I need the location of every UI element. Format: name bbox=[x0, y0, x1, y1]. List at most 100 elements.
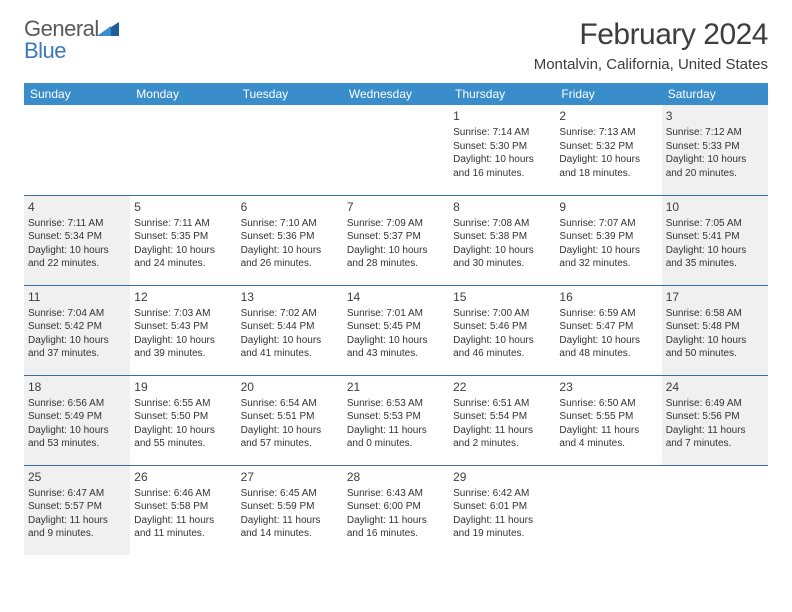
day-number: 29 bbox=[453, 469, 551, 485]
calendar-day-cell: 12Sunrise: 7:03 AM Sunset: 5:43 PM Dayli… bbox=[130, 285, 236, 375]
calendar-day-cell bbox=[555, 465, 661, 555]
day-number: 7 bbox=[347, 199, 445, 215]
calendar-week-row: 4 Sunrise: 7:11 AM Sunset: 5:34 PM Daylig… bbox=[24, 195, 768, 285]
calendar-day-cell: 22 Sunrise: 6:51 AM Sunset: 5:54 PM Dayli… bbox=[449, 375, 555, 465]
day-number: 1 bbox=[453, 108, 551, 124]
day-detail-text: Sunrise: 7:07 AM Sunset: 5:39 PM Dayligh… bbox=[559, 217, 657, 271]
day-number: 27 bbox=[241, 469, 339, 485]
day-detail-text: Sunrise: 7:14 AM Sunset: 5:30 PM Dayligh… bbox=[453, 126, 551, 180]
day-detail-text: Sunrise: 7:08 AM Sunset: 5:38 PM Dayligh… bbox=[453, 217, 551, 271]
day-detail-text: Sunrise: 7:01 AM Sunset: 5:45 PM Dayligh… bbox=[347, 307, 445, 361]
location-text: Montalvin, California, United States bbox=[534, 56, 768, 73]
calendar-day-cell bbox=[24, 105, 130, 195]
day-number: 17 bbox=[666, 289, 764, 305]
day-number: 22 bbox=[453, 379, 551, 395]
day-detail-text: Sunrise: 6:49 AM Sunset: 5:56 PM Dayligh… bbox=[666, 397, 764, 451]
day-detail-text: Sunrise: 6:50 AM Sunset: 5:55 PM Dayligh… bbox=[559, 397, 657, 451]
calendar-day-cell: 29 Sunrise: 6:42 AM Sunset: 6:01 PM Dayli… bbox=[449, 465, 555, 555]
day-number: 28 bbox=[347, 469, 445, 485]
day-number: 11 bbox=[28, 289, 126, 305]
calendar-day-cell: 20 Sunrise: 6:54 AM Sunset: 5:51 PM Dayli… bbox=[237, 375, 343, 465]
day-detail-text: Sunrise: 6:53 AM Sunset: 5:53 PM Dayligh… bbox=[347, 397, 445, 451]
day-detail-text: Sunrise: 6:47 AM Sunset: 5:57 PM Dayligh… bbox=[28, 487, 126, 541]
calendar-day-cell: 6 Sunrise: 7:10 AM Sunset: 5:36 PM Daylig… bbox=[237, 195, 343, 285]
weekday-header: Friday bbox=[555, 83, 661, 105]
day-number: 12 bbox=[134, 289, 232, 305]
calendar-week-row: 1 Sunrise: 7:14 AM Sunset: 5:30 PM Daylig… bbox=[24, 105, 768, 195]
day-detail-text: Sunrise: 6:55 AM Sunset: 5:50 PM Dayligh… bbox=[134, 397, 232, 451]
day-detail-text: Sunrise: 7:09 AM Sunset: 5:37 PM Dayligh… bbox=[347, 217, 445, 271]
brand-logo: General Blue bbox=[24, 18, 119, 62]
calendar-day-cell bbox=[662, 465, 768, 555]
day-number: 8 bbox=[453, 199, 551, 215]
day-number: 24 bbox=[666, 379, 764, 395]
brand-triangle-icon bbox=[97, 23, 119, 40]
calendar-day-cell: 26 Sunrise: 6:46 AM Sunset: 5:58 PM Dayli… bbox=[130, 465, 236, 555]
calendar-day-cell: 10 Sunrise: 7:05 AM Sunset: 5:41 PM Dayli… bbox=[662, 195, 768, 285]
calendar-day-cell: 5 Sunrise: 7:11 AM Sunset: 5:35 PM Daylig… bbox=[130, 195, 236, 285]
page-header: General Blue February 2024 Montalvin, Ca… bbox=[24, 18, 768, 73]
calendar-day-cell: 13Sunrise: 7:02 AM Sunset: 5:44 PM Dayli… bbox=[237, 285, 343, 375]
calendar-day-cell: 11 Sunrise: 7:04 AM Sunset: 5:42 PM Dayli… bbox=[24, 285, 130, 375]
day-number: 6 bbox=[241, 199, 339, 215]
calendar-day-cell: 23 Sunrise: 6:50 AM Sunset: 5:55 PM Dayli… bbox=[555, 375, 661, 465]
weekday-header: Saturday bbox=[662, 83, 768, 105]
day-detail-text: Sunrise: 7:11 AM Sunset: 5:34 PM Dayligh… bbox=[28, 217, 126, 271]
weekday-header: Sunday bbox=[24, 83, 130, 105]
day-detail-text: Sunrise: 6:51 AM Sunset: 5:54 PM Dayligh… bbox=[453, 397, 551, 451]
day-number: 20 bbox=[241, 379, 339, 395]
day-detail-text: Sunrise: 6:59 AM Sunset: 5:47 PM Dayligh… bbox=[559, 307, 657, 361]
day-detail-text: Sunrise: 6:42 AM Sunset: 6:01 PM Dayligh… bbox=[453, 487, 551, 541]
day-number: 3 bbox=[666, 108, 764, 124]
brand-bottom: Blue bbox=[24, 40, 119, 62]
day-number: 4 bbox=[28, 199, 126, 215]
day-detail-text: Sunrise: 7:04 AM Sunset: 5:42 PM Dayligh… bbox=[28, 307, 126, 361]
day-number: 15 bbox=[453, 289, 551, 305]
page-title: February 2024 bbox=[534, 18, 768, 52]
day-number: 5 bbox=[134, 199, 232, 215]
day-detail-text: Sunrise: 7:12 AM Sunset: 5:33 PM Dayligh… bbox=[666, 126, 764, 180]
day-number: 14 bbox=[347, 289, 445, 305]
calendar-day-cell: 8 Sunrise: 7:08 AM Sunset: 5:38 PM Daylig… bbox=[449, 195, 555, 285]
day-detail-text: Sunrise: 7:00 AM Sunset: 5:46 PM Dayligh… bbox=[453, 307, 551, 361]
weekday-header: Wednesday bbox=[343, 83, 449, 105]
day-detail-text: Sunrise: 7:05 AM Sunset: 5:41 PM Dayligh… bbox=[666, 217, 764, 271]
calendar-day-cell bbox=[130, 105, 236, 195]
day-detail-text: Sunrise: 7:11 AM Sunset: 5:35 PM Dayligh… bbox=[134, 217, 232, 271]
day-number: 26 bbox=[134, 469, 232, 485]
day-detail-text: Sunrise: 6:43 AM Sunset: 6:00 PM Dayligh… bbox=[347, 487, 445, 541]
calendar-day-cell: 28 Sunrise: 6:43 AM Sunset: 6:00 PM Dayli… bbox=[343, 465, 449, 555]
day-detail-text: Sunrise: 6:54 AM Sunset: 5:51 PM Dayligh… bbox=[241, 397, 339, 451]
day-detail-text: Sunrise: 6:45 AM Sunset: 5:59 PM Dayligh… bbox=[241, 487, 339, 541]
calendar-day-cell: 27 Sunrise: 6:45 AM Sunset: 5:59 PM Dayli… bbox=[237, 465, 343, 555]
calendar-day-cell: 4 Sunrise: 7:11 AM Sunset: 5:34 PM Daylig… bbox=[24, 195, 130, 285]
calendar-day-cell bbox=[343, 105, 449, 195]
calendar-day-cell: 14 Sunrise: 7:01 AM Sunset: 5:45 PM Dayli… bbox=[343, 285, 449, 375]
calendar-week-row: 18Sunrise: 6:56 AM Sunset: 5:49 PM Dayli… bbox=[24, 375, 768, 465]
calendar-day-cell: 2 Sunrise: 7:13 AM Sunset: 5:32 PM Daylig… bbox=[555, 105, 661, 195]
calendar-table: Sunday Monday Tuesday Wednesday Thursday… bbox=[24, 83, 768, 555]
day-detail-text: Sunrise: 7:10 AM Sunset: 5:36 PM Dayligh… bbox=[241, 217, 339, 271]
day-number: 21 bbox=[347, 379, 445, 395]
calendar-day-cell: 19 Sunrise: 6:55 AM Sunset: 5:50 PM Dayli… bbox=[130, 375, 236, 465]
day-number: 23 bbox=[559, 379, 657, 395]
calendar-day-cell: 15 Sunrise: 7:00 AM Sunset: 5:46 PM Dayli… bbox=[449, 285, 555, 375]
calendar-day-cell: 25Sunrise: 6:47 AM Sunset: 5:57 PM Dayli… bbox=[24, 465, 130, 555]
day-number: 18 bbox=[28, 379, 126, 395]
weekday-header: Monday bbox=[130, 83, 236, 105]
day-detail-text: Sunrise: 6:46 AM Sunset: 5:58 PM Dayligh… bbox=[134, 487, 232, 541]
calendar-day-cell: 18Sunrise: 6:56 AM Sunset: 5:49 PM Dayli… bbox=[24, 375, 130, 465]
day-number: 9 bbox=[559, 199, 657, 215]
calendar-day-cell: 16 Sunrise: 6:59 AM Sunset: 5:47 PM Dayli… bbox=[555, 285, 661, 375]
day-detail-text: Sunrise: 7:13 AM Sunset: 5:32 PM Dayligh… bbox=[559, 126, 657, 180]
day-number: 2 bbox=[559, 108, 657, 124]
day-number: 10 bbox=[666, 199, 764, 215]
calendar-day-cell: 9 Sunrise: 7:07 AM Sunset: 5:39 PM Daylig… bbox=[555, 195, 661, 285]
day-number: 13 bbox=[241, 289, 339, 305]
calendar-day-cell: 7 Sunrise: 7:09 AM Sunset: 5:37 PM Daylig… bbox=[343, 195, 449, 285]
day-number: 16 bbox=[559, 289, 657, 305]
calendar-week-row: 11 Sunrise: 7:04 AM Sunset: 5:42 PM Dayli… bbox=[24, 285, 768, 375]
day-number: 19 bbox=[134, 379, 232, 395]
weekday-header-row: Sunday Monday Tuesday Wednesday Thursday… bbox=[24, 83, 768, 105]
weekday-header: Thursday bbox=[449, 83, 555, 105]
